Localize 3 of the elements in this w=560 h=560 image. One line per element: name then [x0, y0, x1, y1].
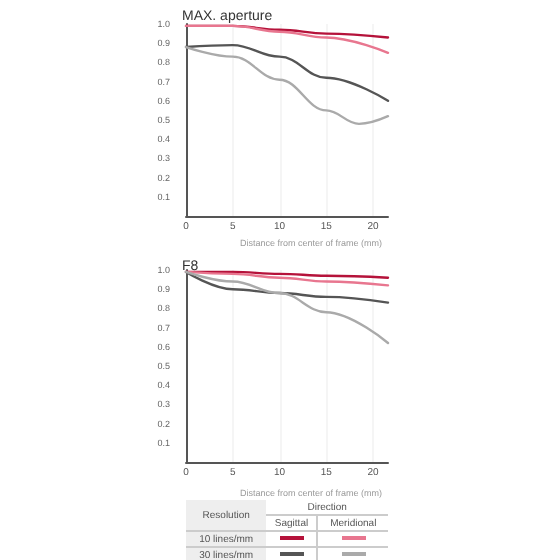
line-series	[184, 45, 390, 126]
line-series	[184, 270, 390, 287]
line-series	[184, 24, 390, 54]
